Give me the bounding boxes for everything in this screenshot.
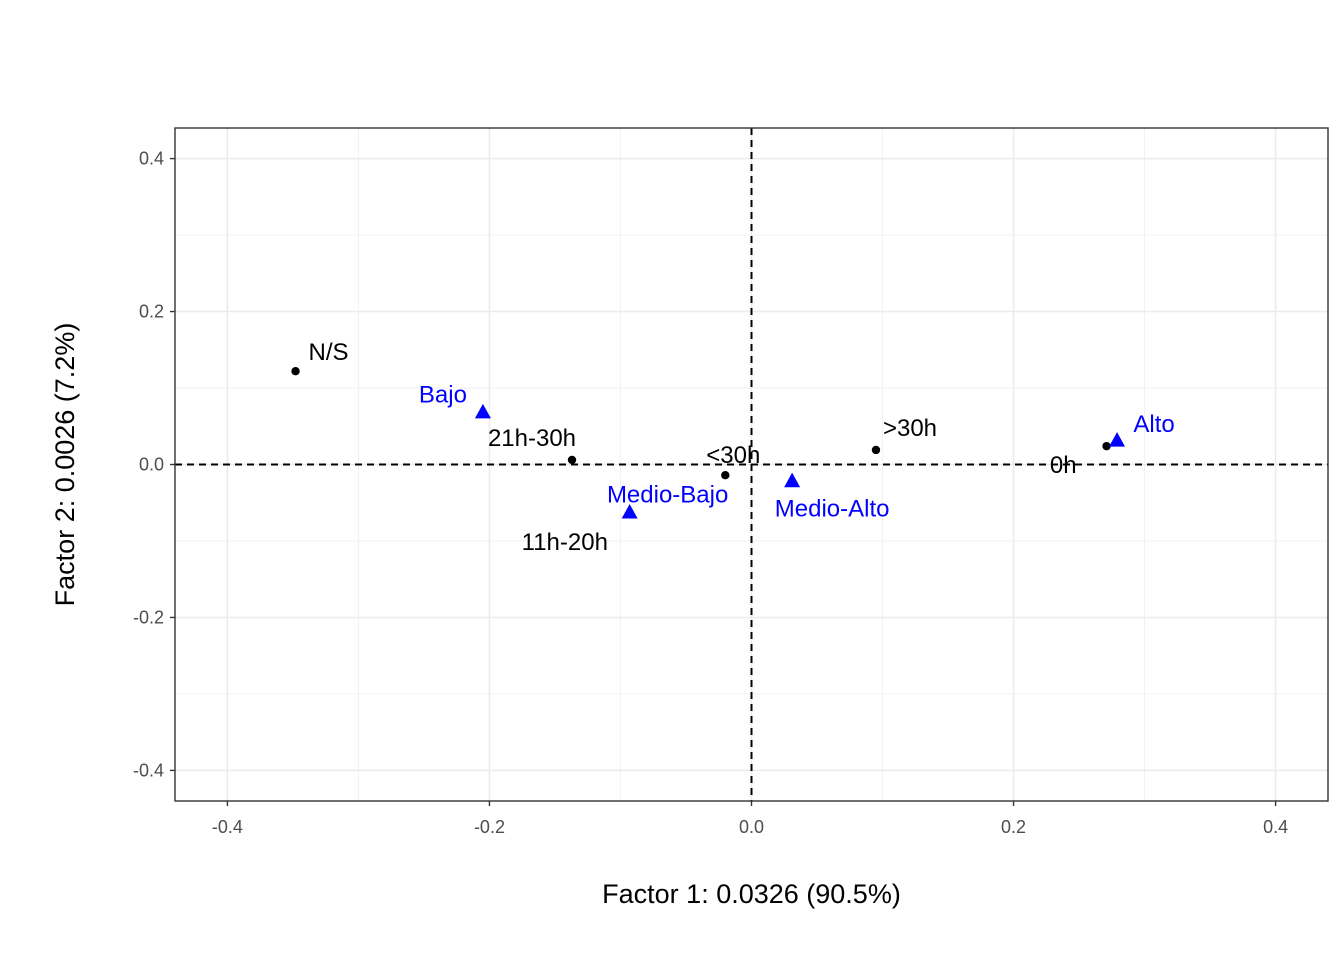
point-label: Medio-Bajo: [607, 482, 728, 509]
point-label: Alto: [1133, 411, 1174, 438]
y-tick-label: 0.2: [139, 302, 164, 322]
point-label: N/S: [309, 339, 349, 366]
y-axis-ticks: -0.4 -0.2 0.0 0.2 0.4: [133, 149, 175, 780]
point-marker: [291, 366, 300, 376]
point-marker: [721, 471, 730, 480]
point-label: 0h: [1050, 452, 1077, 479]
point-label: 11h-20h: [522, 529, 608, 556]
data-points: [291, 366, 1126, 519]
y-tick-label: 0.4: [139, 149, 164, 169]
point-label: <30h: [706, 442, 760, 469]
triangle-marker: [474, 403, 491, 419]
x-axis-title: Factor 1: 0.0326 (90.5%): [602, 879, 901, 909]
x-tick-label: 0.4: [1263, 817, 1288, 837]
point-label: Bajo: [419, 381, 467, 408]
point-label: >30h: [883, 415, 937, 442]
point-labels: N/S 21h-30h <30h 11h-20h >30h 0h Bajo Medio-Baj…: [309, 339, 1175, 556]
point-marker: [567, 455, 577, 465]
x-axis-ticks: -0.4 -0.2 0.0 0.2 0.4: [212, 801, 1288, 837]
reference-lines: [175, 128, 1328, 801]
y-tick-label: 0.0: [139, 455, 164, 475]
x-tick-label: -0.4: [212, 817, 243, 837]
point-marker: [1102, 441, 1111, 451]
triangle-marker: [784, 472, 801, 488]
x-tick-label: 0.2: [1001, 817, 1026, 837]
x-tick-label: 0.0: [739, 817, 764, 837]
y-axis-title: Factor 2: 0.0026 (7.2%): [50, 323, 80, 607]
y-tick-label: -0.4: [133, 760, 164, 780]
y-tick-label: -0.2: [133, 607, 164, 627]
point-label: Medio-Alto: [775, 495, 890, 522]
triangle-marker: [621, 504, 638, 519]
point-label: 21h-30h: [488, 425, 576, 452]
point-marker: [871, 445, 881, 455]
x-tick-label: -0.2: [474, 817, 505, 837]
triangle-marker: [1109, 432, 1126, 447]
